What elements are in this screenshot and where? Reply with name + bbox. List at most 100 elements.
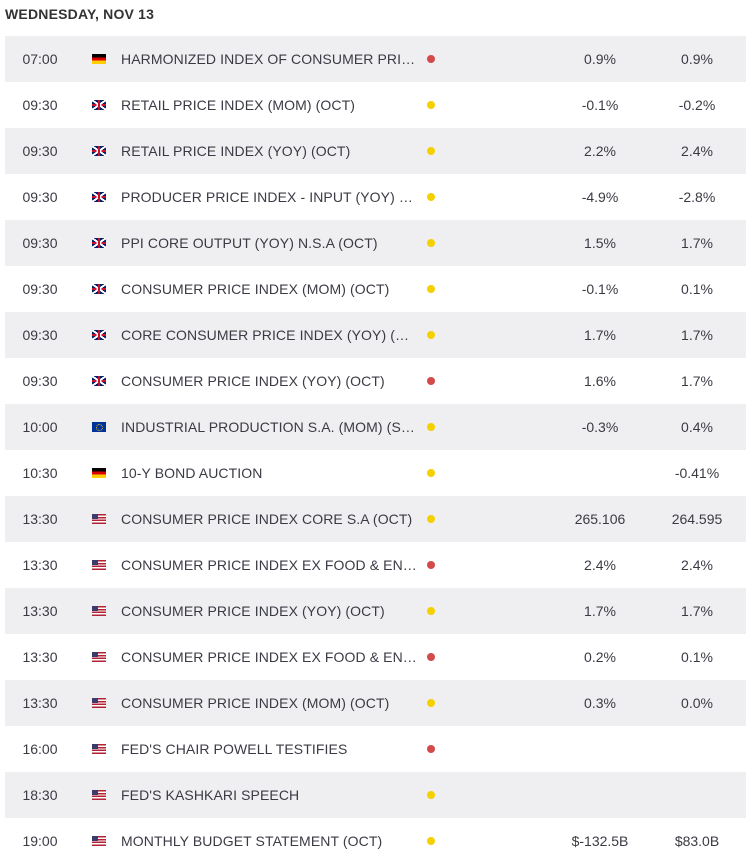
event-row[interactable]: 10:30 10-Y BOND AUCTION -0.41%: [5, 450, 746, 496]
flag-uk-icon: [92, 330, 106, 340]
event-name[interactable]: PPI CORE OUTPUT (YOY) N.S.A (OCT): [121, 235, 378, 251]
event-value-2: 1.7%: [681, 235, 713, 251]
event-row[interactable]: 19:00 MONTHLY BUDGET STATEMENT (OCT) $-132…: [5, 818, 746, 864]
importance-medium-icon: [427, 239, 435, 247]
economic-calendar-table: 07:00 HARMONIZED INDEX OF CONSUMER PRICES…: [5, 36, 746, 864]
event-row[interactable]: 10:00 INDUSTRIAL PRODUCTION S.A. (MOM) (S…: [5, 404, 746, 450]
flag-uk-icon: [92, 100, 106, 110]
flag-us-icon: [92, 606, 106, 616]
importance-medium-icon: [427, 791, 435, 799]
event-time: 09:30: [22, 189, 58, 205]
event-value-1: 2.4%: [584, 557, 616, 573]
event-value-2: [647, 772, 746, 818]
event-value-2: 2.4%: [681, 557, 713, 573]
importance-medium-icon: [427, 193, 435, 201]
importance-medium-icon: [427, 699, 435, 707]
event-row[interactable]: 09:30 CONSUMER PRICE INDEX (YOY) (OCT) 1.6…: [5, 358, 746, 404]
event-row[interactable]: 09:30 CORE CONSUMER PRICE INDEX (YOY) (OC…: [5, 312, 746, 358]
event-name[interactable]: FED'S CHAIR POWELL TESTIFIES: [121, 741, 348, 757]
event-name[interactable]: RETAIL PRICE INDEX (MOM) (OCT): [121, 97, 355, 113]
event-value-2: -0.41%: [674, 465, 720, 481]
event-name[interactable]: MONTHLY BUDGET STATEMENT (OCT): [121, 833, 383, 849]
event-row[interactable]: 07:00 HARMONIZED INDEX OF CONSUMER PRICES…: [5, 36, 746, 82]
event-name[interactable]: CONSUMER PRICE INDEX EX FOOD & ENERGY (M…: [121, 649, 417, 665]
event-row[interactable]: 13:30 CONSUMER PRICE INDEX EX FOOD & ENER…: [5, 634, 746, 680]
event-row[interactable]: 09:30 PRODUCER PRICE INDEX - INPUT (YOY) …: [5, 174, 746, 220]
event-row[interactable]: 13:30 CONSUMER PRICE INDEX (MOM) (OCT) 0.3…: [5, 680, 746, 726]
event-value-1: 2.2%: [584, 143, 616, 159]
event-value-1: 1.5%: [584, 235, 616, 251]
event-name[interactable]: CONSUMER PRICE INDEX CORE S.A (OCT): [121, 511, 413, 527]
importance-medium-icon: [427, 285, 435, 293]
event-value-2: 1.7%: [681, 327, 713, 343]
event-time: 07:00: [22, 51, 58, 67]
event-time: 10:00: [22, 419, 58, 435]
event-name[interactable]: CORE CONSUMER PRICE INDEX (YOY) (OCT): [121, 327, 417, 343]
importance-high-icon: [427, 653, 435, 661]
importance-high-icon: [427, 745, 435, 753]
event-name[interactable]: INDUSTRIAL PRODUCTION S.A. (MOM) (SEP): [121, 419, 417, 435]
event-name[interactable]: HARMONIZED INDEX OF CONSUMER PRICES (MOM…: [121, 51, 417, 67]
importance-medium-icon: [427, 331, 435, 339]
event-time: 09:30: [22, 97, 58, 113]
event-value-1: [550, 726, 650, 772]
event-value-1: -0.1%: [581, 281, 619, 297]
importance-high-icon: [427, 377, 435, 385]
importance-medium-icon: [427, 837, 435, 845]
date-header: WEDNESDAY, NOV 13: [5, 6, 155, 22]
event-time: 13:30: [22, 695, 58, 711]
event-name[interactable]: PRODUCER PRICE INDEX - INPUT (YOY) N.S.A…: [121, 189, 417, 205]
event-value-1: 0.3%: [584, 695, 616, 711]
event-time: 13:30: [22, 649, 58, 665]
event-value-2: [647, 726, 746, 772]
event-name[interactable]: RETAIL PRICE INDEX (YOY) (OCT): [121, 143, 351, 159]
flag-us-icon: [92, 744, 106, 754]
event-time: 16:00: [22, 741, 58, 757]
importance-high-icon: [427, 55, 435, 63]
event-value-1: [550, 772, 650, 818]
event-name[interactable]: FED'S KASHKARI SPEECH: [121, 787, 300, 803]
event-row[interactable]: 13:30 CONSUMER PRICE INDEX CORE S.A (OCT)…: [5, 496, 746, 542]
event-name[interactable]: CONSUMER PRICE INDEX (YOY) (OCT): [121, 603, 385, 619]
flag-us-icon: [92, 514, 106, 524]
importance-medium-icon: [427, 423, 435, 431]
importance-medium-icon: [427, 147, 435, 155]
event-row[interactable]: 09:30 RETAIL PRICE INDEX (YOY) (OCT) 2.2% 2…: [5, 128, 746, 174]
importance-medium-icon: [427, 101, 435, 109]
event-name[interactable]: CONSUMER PRICE INDEX EX FOOD & ENERGY (Y…: [121, 557, 417, 573]
event-row[interactable]: 13:30 CONSUMER PRICE INDEX (YOY) (OCT) 1.7…: [5, 588, 746, 634]
event-value-2: $83.0B: [674, 833, 720, 849]
event-row[interactable]: 16:00 FED'S CHAIR POWELL TESTIFIES: [5, 726, 746, 772]
event-row[interactable]: 09:30 CONSUMER PRICE INDEX (MOM) (OCT) -0.…: [5, 266, 746, 312]
event-name[interactable]: CONSUMER PRICE INDEX (YOY) (OCT): [121, 373, 385, 389]
event-row[interactable]: 13:30 CONSUMER PRICE INDEX EX FOOD & ENER…: [5, 542, 746, 588]
event-row[interactable]: 09:30 RETAIL PRICE INDEX (MOM) (OCT) -0.1%…: [5, 82, 746, 128]
event-value-1: -0.1%: [581, 97, 619, 113]
event-value-1: 0.2%: [584, 649, 616, 665]
event-value-2: 1.7%: [681, 603, 713, 619]
flag-uk-icon: [92, 192, 106, 202]
flag-eu-icon: [92, 422, 106, 432]
flag-us-icon: [92, 836, 106, 846]
flag-us-icon: [92, 790, 106, 800]
event-value-2: 0.1%: [681, 649, 713, 665]
event-value-2: 0.9%: [681, 51, 713, 67]
event-time: 19:00: [22, 833, 58, 849]
event-row[interactable]: 09:30 PPI CORE OUTPUT (YOY) N.S.A (OCT) 1.…: [5, 220, 746, 266]
event-value-1: $-132.5B: [571, 833, 629, 849]
event-value-2: 0.1%: [681, 281, 713, 297]
event-value-1: 1.6%: [584, 373, 616, 389]
event-time: 09:30: [22, 327, 58, 343]
importance-medium-icon: [427, 469, 435, 477]
flag-us-icon: [92, 652, 106, 662]
event-name[interactable]: CONSUMER PRICE INDEX (MOM) (OCT): [121, 695, 390, 711]
event-value-2: -0.2%: [678, 97, 716, 113]
event-time: 18:30: [22, 787, 58, 803]
event-name[interactable]: 10-Y BOND AUCTION: [121, 465, 263, 481]
importance-medium-icon: [427, 515, 435, 523]
event-value-1: -4.9%: [581, 189, 619, 205]
event-name[interactable]: CONSUMER PRICE INDEX (MOM) (OCT): [121, 281, 390, 297]
event-value-1: [550, 450, 650, 496]
event-row[interactable]: 18:30 FED'S KASHKARI SPEECH: [5, 772, 746, 818]
event-value-2: 2.4%: [681, 143, 713, 159]
